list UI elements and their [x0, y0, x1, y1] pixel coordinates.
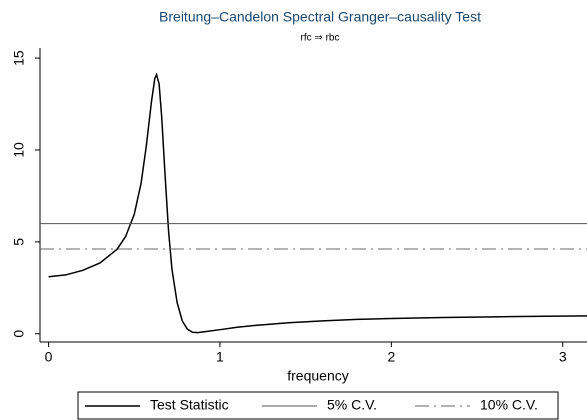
x-tick-label: 1 — [216, 349, 224, 365]
y-tick-label: 15 — [11, 50, 27, 66]
y-tick-label: 10 — [11, 142, 27, 158]
x-tick-label: 2 — [387, 349, 395, 365]
y-tick-label: 5 — [11, 238, 27, 246]
legend-box — [77, 391, 559, 420]
x-tick-label: 3 — [559, 349, 567, 365]
y-tick-label: 0 — [11, 330, 27, 338]
legend-label: 10% C.V. — [480, 397, 538, 413]
chart-subtitle: rfc ⇒ rbc — [301, 33, 340, 44]
x-tick-label: 0 — [45, 349, 53, 365]
series-line — [48, 72, 587, 334]
legend-label: Test Statistic — [150, 397, 229, 413]
x-axis-label: frequency — [287, 368, 348, 384]
legend-label: 5% C.V. — [327, 397, 377, 413]
chart-title: Breitung–Candelon Spectral Granger–causa… — [159, 9, 481, 25]
